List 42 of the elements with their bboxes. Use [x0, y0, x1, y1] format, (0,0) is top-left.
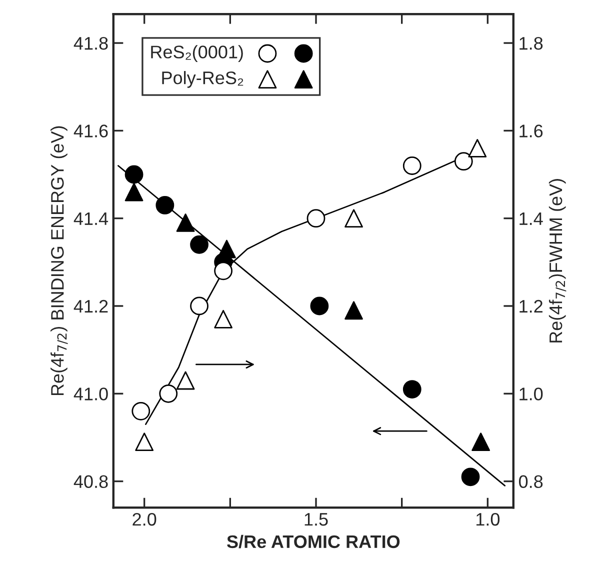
- point: [132, 402, 150, 420]
- point: [454, 152, 473, 171]
- y2-tick-label: 1.2: [520, 300, 542, 313]
- point: [310, 296, 329, 316]
- y-tick-label: 41.4: [74, 212, 108, 225]
- y-tick-label: 41.2: [74, 300, 108, 313]
- y-tick-label: 41.0: [74, 388, 108, 400]
- legend-label: ReS₂(0001): [151, 45, 243, 62]
- x-axis-title: S/Re ATOMIC RATIO: [227, 534, 400, 548]
- point: [461, 468, 480, 486]
- y2-tick-label: 1.6: [520, 124, 543, 138]
- point: [176, 371, 195, 390]
- y2-tick-label: 1.8: [520, 36, 543, 50]
- point: [190, 296, 208, 316]
- point: [156, 196, 174, 214]
- point: [402, 156, 422, 175]
- legend-label: Poly-ReS₂: [162, 71, 244, 88]
- y2-axis-title: Re(4f$_{7/2}$)FWHM (eV): [548, 179, 566, 342]
- point: [190, 235, 208, 254]
- point: [124, 165, 144, 184]
- point: [472, 432, 490, 452]
- point: [214, 262, 232, 280]
- point: [135, 432, 154, 452]
- point: [402, 380, 422, 398]
- y-tick-label: 40.8: [74, 475, 108, 488]
- point: [124, 182, 144, 202]
- y2-tick-label: 1.4: [520, 212, 543, 225]
- point: [214, 310, 232, 328]
- point: [218, 240, 236, 258]
- x-tick-label: 2.0: [132, 512, 156, 526]
- point: [344, 301, 363, 320]
- y-axis-title: Re(4f$_{7/2}$) BINDING ENERGY (eV): [50, 126, 68, 396]
- y2-tick-label: 1.0: [520, 388, 543, 400]
- point: [306, 209, 326, 228]
- y-tick-label: 41.6: [74, 124, 108, 138]
- x-tick-label: 1.0: [476, 512, 500, 526]
- point: [344, 209, 363, 228]
- point: [176, 214, 195, 232]
- point: [159, 384, 178, 403]
- y2-tick-label: 0.8: [518, 475, 543, 488]
- y-tick-label: 41.8: [74, 36, 108, 50]
- x-tick-label: 1.5: [304, 513, 328, 526]
